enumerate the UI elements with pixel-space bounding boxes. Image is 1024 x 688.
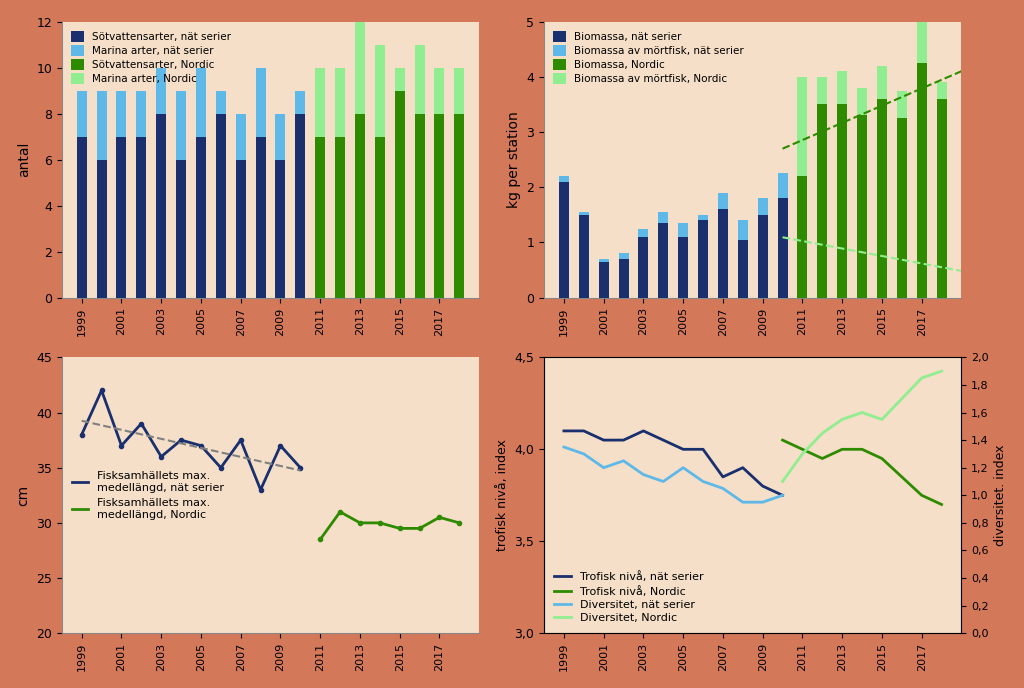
Y-axis label: kg per station: kg per station [507, 111, 521, 208]
Bar [335, 137, 345, 298]
Bar [678, 237, 688, 298]
Bar [355, 21, 365, 114]
Bar [117, 137, 126, 298]
Bar [315, 137, 326, 298]
Bar [335, 67, 345, 137]
Bar [196, 137, 206, 298]
Bar [698, 220, 708, 298]
Bar [96, 160, 106, 298]
Legend: Fisksamhällets max.
medellängd, nät serier, Fisksamhällets max.
medellängd, Nord: Fisksamhällets max. medellängd, nät seri… [68, 466, 228, 524]
Bar [394, 91, 404, 298]
Bar [658, 223, 669, 298]
Bar [157, 67, 166, 114]
Bar [817, 105, 827, 298]
Bar [817, 77, 827, 105]
Bar [434, 114, 444, 298]
Bar [658, 212, 669, 223]
Bar [176, 160, 186, 298]
Bar [777, 173, 787, 198]
Bar [559, 176, 569, 182]
Bar [216, 114, 226, 298]
Bar [275, 160, 286, 298]
Bar [77, 91, 87, 137]
Bar [415, 45, 425, 114]
Bar [599, 261, 608, 298]
Bar [176, 91, 186, 160]
Y-axis label: cm: cm [16, 485, 31, 506]
Legend: Trofisk nivå, nät serier, Trofisk nivå, Nordic, Diversitet, nät serier, Diversit: Trofisk nivå, nät serier, Trofisk nivå, … [550, 567, 708, 627]
Bar [295, 114, 305, 298]
Bar [256, 137, 265, 298]
Bar [236, 160, 246, 298]
Bar [857, 116, 867, 298]
Y-axis label: diversitet. index: diversitet. index [994, 444, 1008, 546]
Bar [434, 67, 444, 114]
Y-axis label: antal: antal [16, 142, 31, 178]
Bar [455, 67, 464, 114]
Bar [838, 105, 847, 298]
Bar [275, 114, 286, 160]
Bar [738, 220, 748, 239]
Bar [96, 91, 106, 160]
Bar [638, 228, 648, 237]
Bar [838, 72, 847, 105]
Bar [136, 91, 146, 137]
Bar [877, 99, 887, 298]
Bar [559, 182, 569, 298]
Bar [355, 114, 365, 298]
Bar [738, 239, 748, 298]
Bar [897, 118, 907, 298]
Y-axis label: trofisk nivå, index: trofisk nivå, index [496, 440, 509, 551]
Bar [579, 215, 589, 298]
Bar [937, 99, 946, 298]
Bar [718, 193, 728, 209]
Legend: Sötvattensarter, nät serier, Marina arter, nät serier, Sötvattensarter, Nordic, : Sötvattensarter, nät serier, Marina arte… [67, 27, 236, 88]
Bar [117, 91, 126, 137]
Bar [897, 91, 907, 118]
Legend: Biomassa, nät serier, Biomassa av mörtfisk, nät serier, Biomassa, Nordic, Biomas: Biomassa, nät serier, Biomassa av mörtfi… [549, 27, 749, 88]
Bar [394, 67, 404, 91]
Bar [678, 223, 688, 237]
Bar [618, 253, 629, 259]
Bar [698, 215, 708, 220]
Bar [136, 137, 146, 298]
Bar [798, 77, 807, 176]
Bar [415, 114, 425, 298]
Bar [455, 114, 464, 298]
Bar [777, 198, 787, 298]
Bar [315, 67, 326, 137]
Bar [256, 67, 265, 137]
Bar [216, 91, 226, 114]
Bar [375, 137, 385, 298]
Bar [157, 114, 166, 298]
Bar [798, 176, 807, 298]
Bar [618, 259, 629, 298]
Bar [638, 237, 648, 298]
Bar [857, 88, 867, 116]
Bar [916, 63, 927, 298]
Bar [196, 67, 206, 137]
Bar [916, 0, 927, 63]
Bar [77, 137, 87, 298]
Bar [579, 212, 589, 215]
Bar [758, 215, 768, 298]
Bar [937, 83, 946, 99]
Bar [375, 45, 385, 137]
Bar [599, 259, 608, 261]
Bar [758, 198, 768, 215]
Bar [236, 114, 246, 160]
Bar [877, 66, 887, 99]
Bar [295, 91, 305, 114]
Bar [718, 209, 728, 298]
